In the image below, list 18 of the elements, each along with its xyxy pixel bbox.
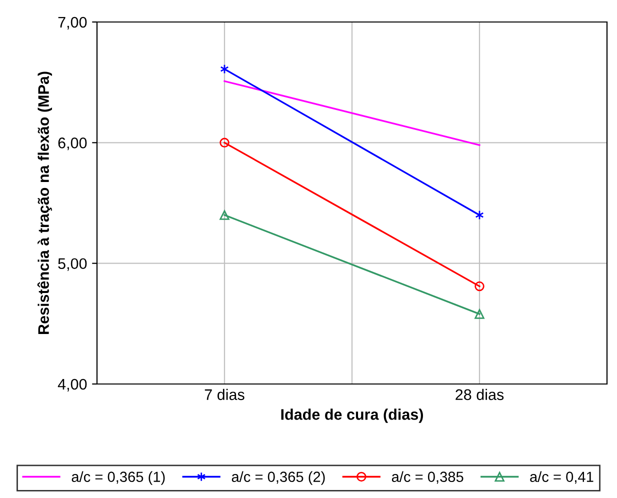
point (220, 64, 229, 74)
point (475, 210, 484, 220)
point (220, 210, 230, 220)
legend-label: a/c = 0,365 (2) (232, 471, 325, 485)
point (220, 138, 230, 148)
point (474, 281, 484, 292)
y-tick-label: 4,00 (58, 378, 87, 392)
legend-label: a/c = 0,365 (1) (72, 471, 165, 485)
y-axis-title: Resistência à tração na flexão (MPa) (37, 72, 52, 334)
y-tick-label: 5,00 (58, 258, 87, 271)
y-tick-label: 7,00 (58, 16, 87, 30)
x-tick-label: 7 dias (204, 388, 244, 400)
x-axis-title: Idade de cura (dias) (281, 408, 423, 423)
y-tick-label: 6,00 (58, 138, 87, 150)
legend-label: a/c = 0,385 (392, 471, 464, 484)
x-tick-label: 28 dias (456, 388, 504, 400)
legend-label: a/c = 0,41 (530, 471, 594, 484)
point (474, 309, 484, 319)
